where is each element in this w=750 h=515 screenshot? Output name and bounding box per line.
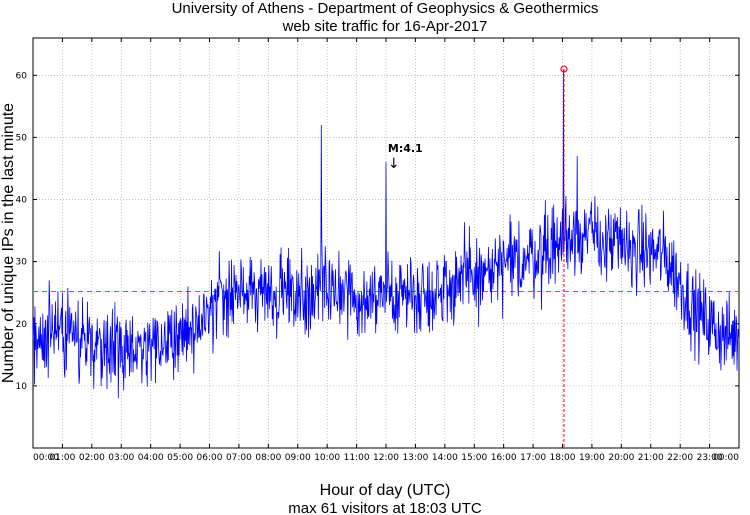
x-tick-label: 05:00 [167,453,193,463]
y-tick-label: 10 [16,382,28,392]
y-tick-label: 50 [16,133,28,143]
x-tick-label: 23:00 [697,453,723,463]
x-tick-label: 01:00 [49,453,75,463]
x-tick-label: 02:00 [79,453,105,463]
x-tick-label: 00:00 [33,453,59,463]
earthquake-annotation-arrow: ↓ [388,156,400,172]
y-tick-label: 40 [16,196,28,206]
x-axis-sublabel: max 61 visitors at 18:03 UTC [288,500,482,515]
x-tick-label: 04:00 [138,453,164,463]
chart-title: University of Athens - Department of Geo… [172,0,599,17]
y-tick-label: 20 [16,320,28,330]
y-axis-ticks: 10 20 30 40 50 60 [16,71,739,392]
x-tick-label: 15:00 [461,453,487,463]
earthquake-annotation-label: M:4.1 [388,142,423,155]
y-axis-label: Number of unique IPs in the last minute [0,103,17,383]
x-tick-label: 03:00 [108,453,134,463]
x-tick-label: 12:00 [373,453,399,463]
x-tick-label: 19:00 [579,453,605,463]
x-tick-label: 10:00 [314,453,340,463]
max-marker-circle [560,65,568,73]
x-tick-label: 16:00 [491,453,517,463]
x-axis-label: Hour of day (UTC) [320,482,451,499]
y-tick-label: 60 [16,71,28,81]
x-tick-label: 22:00 [667,453,693,463]
x-tick-label: 18:00 [550,453,576,463]
x-tick-label: 07:00 [226,453,252,463]
x-tick-label: 13:00 [402,453,428,463]
x-tick-label: 14:00 [432,453,458,463]
traffic-series-line [32,69,739,399]
chart-subtitle: web site traffic for 16-Apr-2017 [282,18,488,35]
x-tick-label: 17:00 [520,453,546,463]
x-tick-label: 09:00 [285,453,311,463]
x-tick-label: 00:00 [713,453,739,463]
x-tick-label: 08:00 [255,453,281,463]
x-tick-label: 20:00 [608,453,634,463]
y-tick-label: 30 [16,258,28,268]
x-tick-label: 11:00 [344,453,370,463]
x-tick-label: 06:00 [197,453,223,463]
x-tick-label: 21:00 [638,453,664,463]
